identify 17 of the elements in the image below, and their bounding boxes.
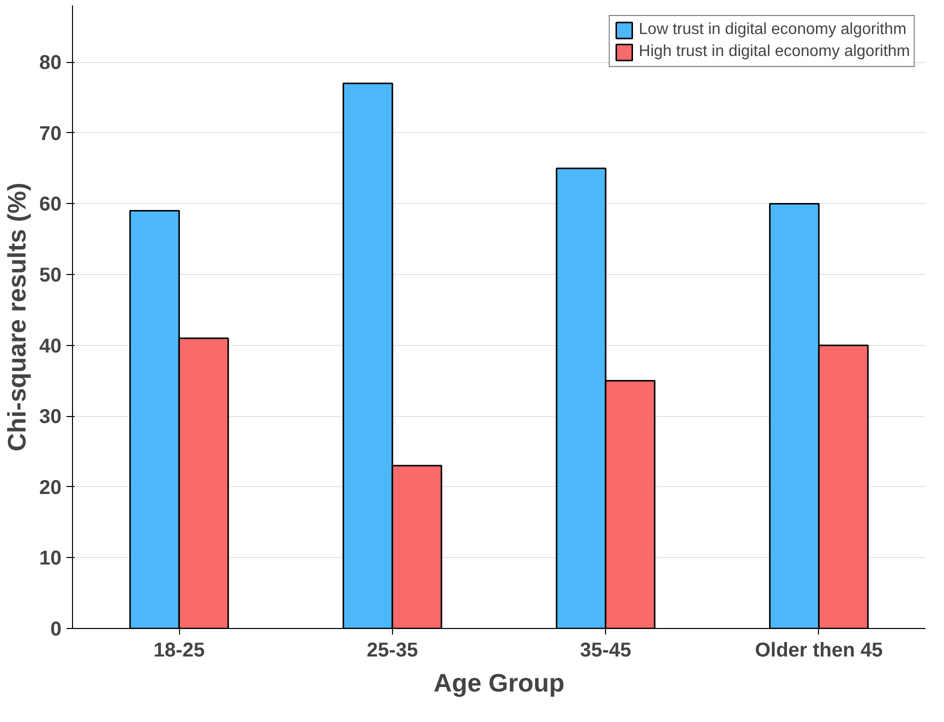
y-tick-label: 50 [39, 264, 62, 287]
y-tick-label: 80 [39, 52, 62, 74]
x-axis-title: Age Group [434, 670, 564, 698]
y-tick-label: 10 [39, 548, 62, 570]
legend-label: High trust in digital economy algorithm [638, 43, 910, 61]
y-tick-label: 30 [39, 406, 62, 428]
x-tick-label: 18-25 [154, 640, 205, 662]
y-tick-label: 40 [39, 335, 62, 358]
y-tick-label: 60 [39, 194, 62, 216]
y-tick-label: 70 [39, 122, 62, 145]
y-tick-label: 20 [39, 476, 62, 499]
legend-label: Low trust in digital economy algorithm [638, 21, 906, 39]
x-tick-label: Older then 45 [754, 640, 883, 662]
x-tick-label: 25-35 [366, 640, 418, 662]
y-tick-label: 0 [50, 618, 62, 640]
y-axis-title: Chi-square results (%) [3, 182, 32, 452]
x-tick-label: 35-45 [580, 640, 632, 662]
